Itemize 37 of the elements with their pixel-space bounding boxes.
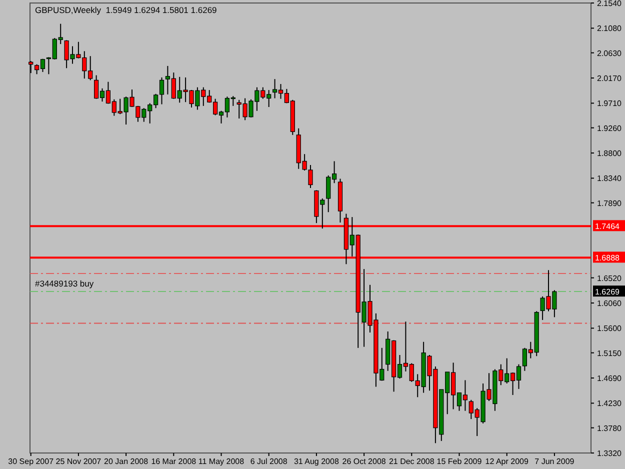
x-tick-label: 15 Feb 2009 [436, 457, 482, 466]
x-tick-label: 25 Nov 2007 [56, 457, 102, 466]
ref-line-label: #34489193 buy [35, 278, 94, 289]
y-tick-label: 1.9260 [597, 124, 622, 133]
candlestick [159, 76, 164, 105]
y-tick-label: 1.3320 [597, 449, 622, 458]
y-tick-label: 1.5600 [597, 324, 622, 334]
chart-title: GBPUSD,Weekly 1.5949 1.6294 1.5801 1.6269 [35, 5, 218, 15]
x-tick-label: 6 Jul 2008 [250, 457, 288, 466]
x-tick-label: 7 Jun 2009 [534, 457, 575, 466]
y-tick-label: 1.3780 [597, 424, 622, 433]
x-tick-label: 12 Apr 2009 [485, 457, 529, 466]
text: 1.6269 [595, 288, 620, 297]
ref-line-label: 1.7464 [595, 222, 620, 232]
y-tick-label: 1.4690 [597, 374, 622, 383]
y-tick-label: 2.1540 [597, 0, 622, 8]
y-tick-label: 2.0630 [597, 48, 622, 58]
x-tick-label: 11 May 2008 [198, 457, 245, 466]
x-tick-label: 16 Mar 2008 [151, 457, 197, 466]
x-tick-label: 20 Jan 2008 [104, 457, 149, 466]
y-tick-label: 1.6060 [597, 299, 622, 308]
y-tick-label: 1.7890 [597, 198, 622, 208]
x-tick-label: 31 Aug 2008 [294, 457, 340, 466]
y-tick-label: 2.0170 [597, 74, 622, 83]
y-tick-label: 1.4230 [597, 399, 622, 408]
candlestick [308, 164, 313, 189]
candlestick [28, 60, 34, 74]
y-tick-label: 2.1080 [597, 24, 622, 34]
y-tick-label: 1.8340 [597, 174, 622, 184]
y-tick-label: 1.5150 [597, 348, 622, 358]
x-tick-label: 26 Oct 2008 [342, 457, 386, 466]
y-tick-label: 1.8800 [597, 149, 622, 158]
y-tick-label: 1.9710 [597, 99, 622, 108]
x-tick-label: 21 Dec 2008 [388, 457, 435, 466]
ref-line-label: 1.6888 [595, 254, 620, 263]
x-tick-label: 30 Sep 2007 [8, 457, 54, 466]
y-tick-label: 1.6520 [597, 274, 622, 283]
